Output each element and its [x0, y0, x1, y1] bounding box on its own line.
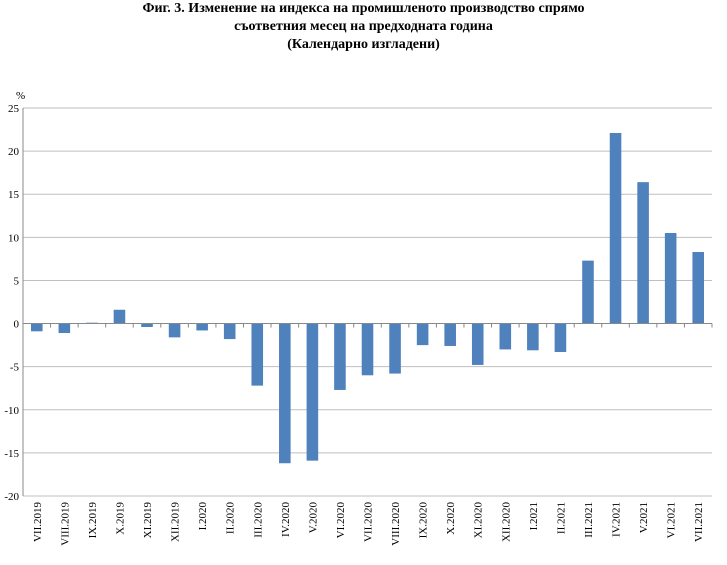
bar — [223, 323, 236, 340]
bar — [582, 260, 594, 324]
x-tick-label: III.2020 — [252, 502, 264, 538]
chart-title-line-2: съответния месец на предходната година — [234, 19, 493, 34]
y-tick-label: -10 — [4, 405, 19, 417]
x-tick-label: X.2019 — [114, 502, 126, 535]
bar — [141, 323, 153, 328]
bar — [499, 323, 512, 350]
bar — [251, 323, 264, 386]
x-tick-label: VI.2021 — [666, 502, 678, 538]
bar — [444, 323, 456, 346]
bar — [30, 323, 43, 332]
x-tick-labels: VII.2019 VIII.2019 IX.2019 X.2019 XI.2019 XII… — [32, 502, 705, 546]
y-tick-label: -5 — [10, 362, 20, 374]
bar — [554, 323, 567, 353]
x-tick-label: IX.2020 — [418, 502, 430, 539]
bar — [471, 323, 484, 365]
y-tick-label: 15 — [8, 189, 20, 201]
x-tick-label: VIII.2019 — [59, 502, 71, 546]
x-tick-label: I.2020 — [197, 502, 209, 531]
gridlines — [23, 107, 712, 497]
x-tick-label: IV.2021 — [611, 502, 623, 537]
bar — [168, 323, 181, 338]
x-tick-label: III.2021 — [583, 502, 595, 538]
y-tick-label: 20 — [8, 146, 20, 158]
x-tick-label: X.2020 — [445, 502, 457, 535]
x-tick-label: VIII.2020 — [390, 502, 402, 546]
y-tick-label: 5 — [14, 275, 20, 287]
axes — [22, 108, 713, 496]
x-tick-label: V.2020 — [307, 502, 319, 534]
bar — [692, 251, 705, 324]
bar — [196, 323, 208, 331]
chart-title: Фиг. 3. Изменение на индекса на промишле… — [0, 0, 727, 54]
x-tick-label: XII.2020 — [500, 502, 512, 543]
y-tick-label: 10 — [8, 232, 20, 244]
x-tick-label: VI.2020 — [335, 502, 347, 539]
bars — [30, 133, 705, 464]
y-tick-label: -15 — [4, 448, 19, 460]
bar — [527, 323, 539, 351]
x-tick-label: II.2021 — [555, 502, 567, 534]
bar — [113, 309, 126, 324]
chart-title-line-1: Фиг. 3. Изменение на индекса на промишле… — [142, 1, 585, 16]
bar — [389, 323, 401, 374]
bar — [416, 323, 429, 346]
x-tick-label: II.2020 — [225, 502, 237, 535]
y-tick-label: 0 — [14, 319, 20, 331]
bar — [279, 323, 291, 464]
x-tick-label: IX.2019 — [87, 502, 99, 539]
x-tick-label: XI.2020 — [473, 502, 485, 539]
y-tick-label: 25 — [8, 103, 20, 115]
x-tick-label: XI.2019 — [142, 502, 154, 539]
y-axis-unit-label: % — [16, 90, 25, 102]
bar — [58, 323, 71, 334]
x-tick-label: I.2021 — [528, 502, 540, 530]
bar — [334, 323, 346, 390]
x-tick-label: VII.2019 — [32, 502, 44, 543]
bar — [664, 233, 677, 324]
x-tick-label: IV.2020 — [280, 502, 292, 537]
x-tick-label: VII.2020 — [363, 502, 375, 543]
chart-title-line-3: (Календарно изгладени) — [287, 37, 440, 52]
bar — [361, 323, 374, 376]
bar — [609, 133, 622, 324]
x-tick-label: V.2021 — [638, 502, 650, 533]
bar — [306, 323, 319, 461]
y-tick-label: -20 — [4, 491, 19, 503]
y-tick-labels: 25 20 15 10 5 0 -5 -10 -15 -20 — [4, 103, 19, 503]
x-tick-label: VII.2021 — [693, 502, 705, 542]
x-tick-label: XII.2019 — [170, 502, 182, 543]
bar — [637, 182, 649, 324]
